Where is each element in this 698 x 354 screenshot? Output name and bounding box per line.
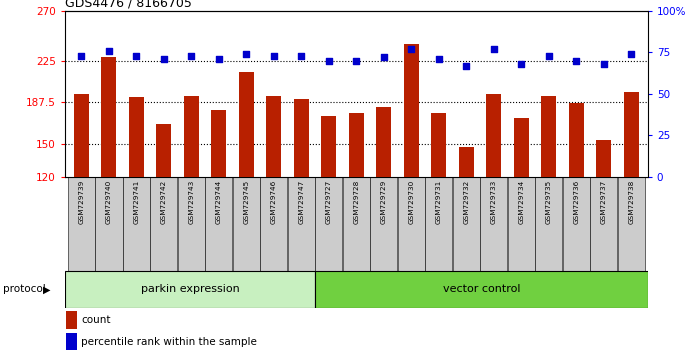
- Bar: [178, 177, 205, 271]
- Text: parkin expression: parkin expression: [140, 284, 239, 295]
- Bar: [239, 72, 254, 177]
- Point: [214, 56, 225, 62]
- Bar: [398, 177, 425, 271]
- Text: GSM729747: GSM729747: [298, 180, 304, 224]
- Text: ▶: ▶: [43, 284, 51, 295]
- Text: GSM729739: GSM729739: [78, 180, 84, 224]
- Bar: [129, 97, 144, 177]
- Point: [76, 53, 87, 58]
- Text: GSM729743: GSM729743: [188, 180, 194, 224]
- Bar: [590, 177, 617, 271]
- Text: protocol: protocol: [3, 284, 46, 295]
- Bar: [288, 177, 315, 271]
- Bar: [563, 177, 590, 271]
- Bar: [514, 118, 529, 177]
- Bar: [535, 177, 563, 271]
- Bar: [66, 311, 77, 329]
- Text: GSM729744: GSM729744: [216, 180, 222, 224]
- Text: GSM729737: GSM729737: [601, 180, 607, 224]
- Bar: [123, 177, 150, 271]
- Point: [186, 53, 197, 58]
- Text: GSM729734: GSM729734: [519, 180, 524, 224]
- Point: [571, 58, 582, 63]
- Point: [378, 55, 389, 60]
- Bar: [618, 177, 645, 271]
- Bar: [205, 177, 232, 271]
- Bar: [624, 92, 639, 177]
- Text: GSM729741: GSM729741: [133, 180, 140, 224]
- Bar: [260, 177, 288, 271]
- Bar: [541, 96, 556, 177]
- Point: [488, 46, 499, 52]
- Text: GSM729728: GSM729728: [353, 180, 359, 224]
- Text: vector control: vector control: [443, 284, 520, 295]
- Point: [433, 56, 445, 62]
- Text: count: count: [81, 315, 111, 325]
- Text: GSM729735: GSM729735: [546, 180, 552, 224]
- Text: GSM729740: GSM729740: [106, 180, 112, 224]
- Point: [350, 58, 362, 63]
- Point: [323, 58, 334, 63]
- Bar: [211, 110, 226, 177]
- Text: percentile rank within the sample: percentile rank within the sample: [81, 337, 257, 347]
- Bar: [150, 177, 177, 271]
- Bar: [65, 271, 315, 308]
- Bar: [403, 44, 419, 177]
- Point: [241, 51, 252, 57]
- Text: GDS4476 / 8166705: GDS4476 / 8166705: [65, 0, 192, 10]
- Bar: [184, 96, 199, 177]
- Text: GSM729736: GSM729736: [573, 180, 579, 224]
- Bar: [453, 177, 480, 271]
- Bar: [74, 94, 89, 177]
- Bar: [425, 177, 452, 271]
- Bar: [315, 177, 343, 271]
- Bar: [480, 177, 507, 271]
- Bar: [349, 113, 364, 177]
- Bar: [487, 94, 501, 177]
- Bar: [156, 124, 172, 177]
- Text: GSM729727: GSM729727: [326, 180, 332, 224]
- Bar: [68, 177, 95, 271]
- Point: [598, 61, 609, 67]
- Bar: [596, 141, 611, 177]
- Point: [543, 53, 554, 58]
- Point: [406, 46, 417, 52]
- Text: GSM729738: GSM729738: [628, 180, 634, 224]
- Bar: [569, 103, 584, 177]
- Bar: [96, 177, 123, 271]
- Text: GSM729732: GSM729732: [463, 180, 469, 224]
- Bar: [376, 107, 392, 177]
- Bar: [294, 99, 309, 177]
- Bar: [370, 177, 397, 271]
- Point: [296, 53, 307, 58]
- Bar: [66, 333, 77, 350]
- Bar: [507, 177, 535, 271]
- Point: [158, 56, 170, 62]
- Bar: [267, 96, 281, 177]
- Bar: [321, 116, 336, 177]
- Text: GSM729746: GSM729746: [271, 180, 277, 224]
- Bar: [343, 177, 370, 271]
- Text: GSM729730: GSM729730: [408, 180, 415, 224]
- Text: GSM729742: GSM729742: [161, 180, 167, 224]
- Bar: [459, 147, 474, 177]
- Bar: [315, 271, 648, 308]
- Text: GSM729729: GSM729729: [381, 180, 387, 224]
- Bar: [431, 113, 446, 177]
- Text: GSM729733: GSM729733: [491, 180, 497, 224]
- Point: [268, 53, 279, 58]
- Text: GSM729731: GSM729731: [436, 180, 442, 224]
- Bar: [101, 57, 117, 177]
- Point: [103, 48, 114, 53]
- Point: [516, 61, 527, 67]
- Point: [461, 63, 472, 68]
- Point: [131, 53, 142, 58]
- Point: [625, 51, 637, 57]
- Bar: [232, 177, 260, 271]
- Text: GSM729745: GSM729745: [244, 180, 249, 224]
